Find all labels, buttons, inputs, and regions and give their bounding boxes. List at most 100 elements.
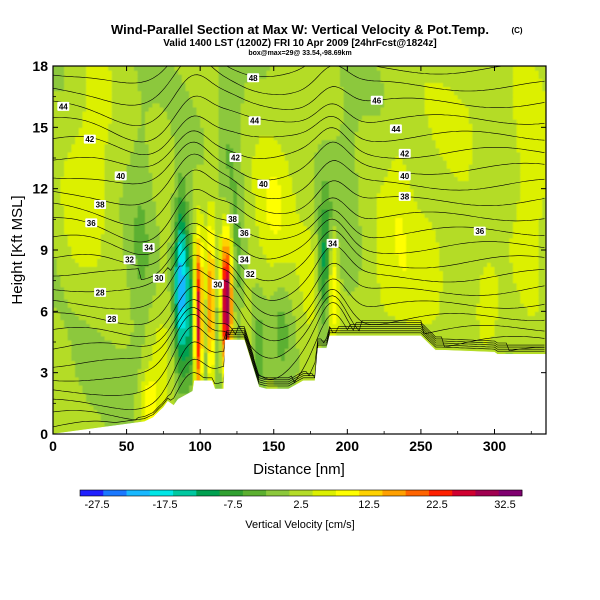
- velocity-cell: [137, 303, 142, 308]
- velocity-cell: [152, 364, 157, 370]
- velocity-cell: [141, 417, 146, 423]
- velocity-cell: [218, 143, 223, 149]
- velocity-cell: [111, 86, 117, 92]
- velocity-cell: [75, 94, 80, 100]
- velocity-cell: [89, 70, 95, 75]
- velocity-cell: [122, 266, 128, 272]
- velocity-cell: [89, 98, 95, 104]
- velocity-cell: [75, 78, 80, 83]
- velocity-cell: [181, 364, 187, 370]
- velocity-cell: [126, 135, 131, 141]
- velocity-cell: [174, 102, 179, 108]
- velocity-cell: [130, 139, 135, 145]
- velocity-cell: [56, 311, 61, 317]
- velocity-cell: [119, 372, 124, 378]
- velocity-cell: [181, 123, 187, 128]
- velocity-cell: [108, 299, 113, 304]
- velocity-cell: [53, 245, 58, 251]
- velocity-cell: [108, 254, 113, 259]
- velocity-cell: [82, 409, 87, 415]
- velocity-cell: [56, 376, 61, 382]
- velocity-cell: [189, 315, 194, 321]
- velocity-cell: [133, 180, 139, 186]
- velocity-cell: [178, 209, 183, 214]
- velocity-cell: [141, 266, 146, 272]
- velocity-cell: [130, 110, 135, 116]
- velocity-cell: [111, 282, 117, 288]
- velocity-cell: [163, 106, 168, 112]
- velocity-cell: [97, 217, 102, 222]
- velocity-cell: [71, 364, 76, 370]
- velocity-cell: [75, 147, 80, 153]
- velocity-cell: [225, 282, 231, 288]
- velocity-cell: [144, 405, 150, 411]
- velocity-cell: [244, 74, 249, 79]
- velocity-cell: [203, 344, 209, 349]
- velocity-cell: [240, 237, 245, 243]
- velocity-cell: [133, 360, 139, 366]
- velocity-cell: [67, 262, 72, 267]
- velocity-cell: [229, 94, 234, 100]
- velocity-cell: [53, 82, 58, 88]
- velocity-cell: [181, 205, 187, 210]
- velocity-cell: [178, 348, 183, 353]
- velocity-cell: [78, 209, 84, 214]
- velocity-cell: [133, 119, 139, 124]
- velocity-cell: [159, 348, 164, 353]
- velocity-cell: [218, 368, 223, 374]
- velocity-cell: [189, 299, 194, 304]
- velocity-cell: [97, 303, 102, 308]
- velocity-cell: [104, 360, 109, 366]
- velocity-cell: [203, 139, 209, 145]
- velocity-cell: [60, 209, 65, 214]
- velocity-cell: [244, 98, 249, 104]
- velocity-cell: [56, 245, 61, 251]
- velocity-cell: [130, 172, 135, 177]
- velocity-cell: [207, 164, 212, 169]
- velocity-cell: [200, 323, 205, 329]
- velocity-cell: [75, 102, 80, 108]
- velocity-cell: [144, 147, 150, 153]
- velocity-cell: [122, 294, 128, 300]
- velocity-cell: [236, 127, 242, 133]
- velocity-cell: [111, 348, 117, 353]
- velocity-cell: [203, 196, 209, 202]
- velocity-cell: [104, 78, 109, 83]
- velocity-cell: [133, 70, 139, 75]
- velocity-cell: [133, 245, 139, 251]
- velocity-cell: [67, 339, 72, 345]
- velocity-cell: [229, 106, 234, 112]
- velocity-cell: [229, 131, 234, 137]
- velocity-cell: [152, 372, 157, 378]
- velocity-cell: [163, 356, 168, 361]
- velocity-cell: [218, 192, 223, 198]
- velocity-cell: [225, 123, 231, 128]
- velocity-cell: [115, 184, 120, 190]
- velocity-cell: [218, 286, 223, 292]
- velocity-cell: [200, 110, 205, 116]
- velocity-cell: [82, 389, 87, 394]
- velocity-cell: [170, 160, 176, 165]
- velocity-cell: [211, 127, 216, 133]
- velocity-cell: [78, 78, 84, 83]
- velocity-cell: [167, 86, 172, 92]
- velocity-cell: [152, 86, 157, 92]
- velocity-cell: [119, 221, 124, 227]
- velocity-cell: [89, 241, 95, 247]
- velocity-cell: [203, 151, 209, 157]
- velocity-cell: [189, 282, 194, 288]
- velocity-cell: [108, 192, 113, 198]
- velocity-cell: [236, 290, 242, 296]
- velocity-cell: [60, 135, 65, 141]
- velocity-cell: [203, 376, 209, 382]
- velocity-cell: [130, 245, 135, 251]
- velocity-cell: [86, 70, 91, 75]
- velocity-cell: [247, 82, 253, 88]
- velocity-cell: [60, 74, 65, 79]
- velocity-cell: [189, 131, 194, 137]
- velocity-cell: [170, 151, 176, 157]
- velocity-cell: [93, 397, 98, 402]
- velocity-cell: [78, 192, 84, 198]
- velocity-cell: [104, 380, 109, 386]
- velocity-cell: [115, 200, 120, 206]
